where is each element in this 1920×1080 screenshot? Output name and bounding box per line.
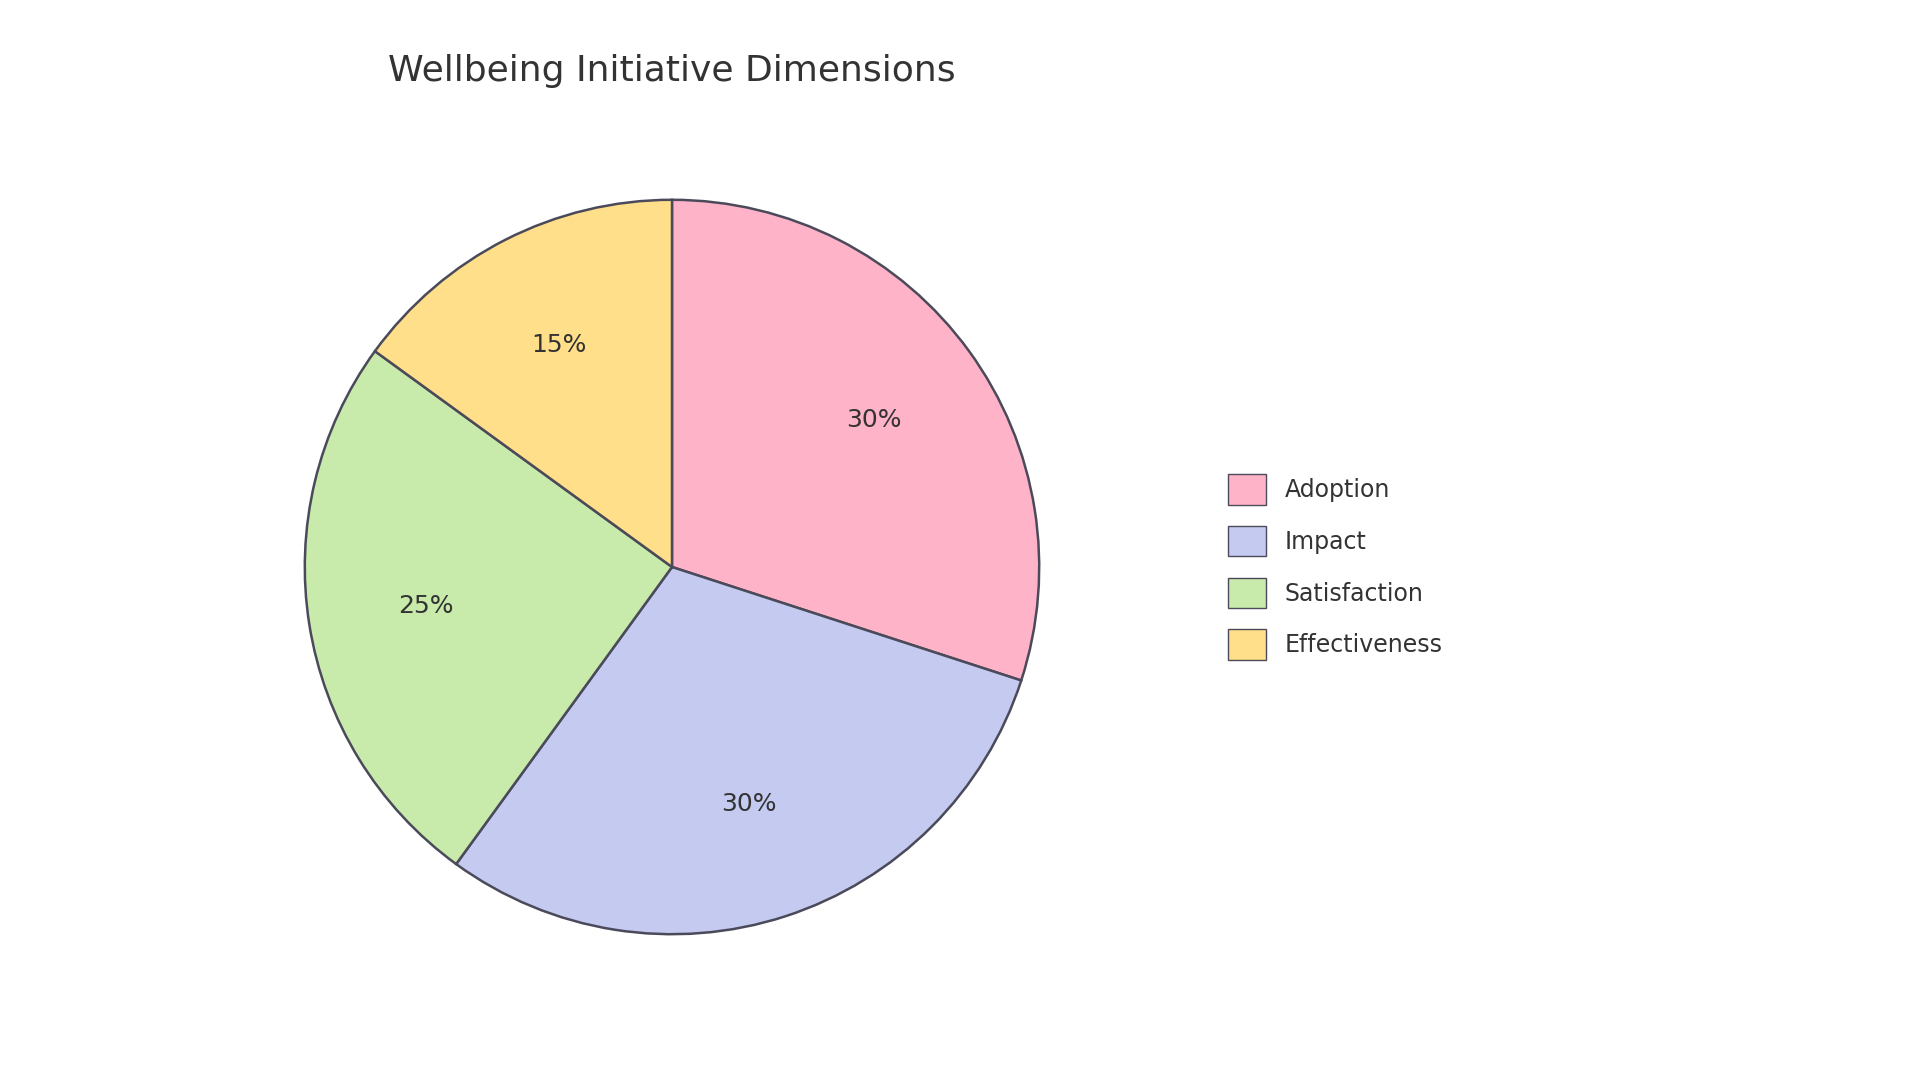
- Text: 30%: 30%: [847, 408, 902, 432]
- Text: 30%: 30%: [722, 793, 778, 816]
- Text: 15%: 15%: [532, 333, 586, 356]
- Text: Wellbeing Initiative Dimensions: Wellbeing Initiative Dimensions: [388, 54, 956, 87]
- Wedge shape: [305, 351, 672, 864]
- Wedge shape: [672, 200, 1039, 680]
- Text: 25%: 25%: [397, 594, 453, 618]
- Wedge shape: [457, 567, 1021, 934]
- Wedge shape: [374, 200, 672, 567]
- Legend: Adoption, Impact, Satisfaction, Effectiveness: Adoption, Impact, Satisfaction, Effectiv…: [1215, 462, 1455, 672]
